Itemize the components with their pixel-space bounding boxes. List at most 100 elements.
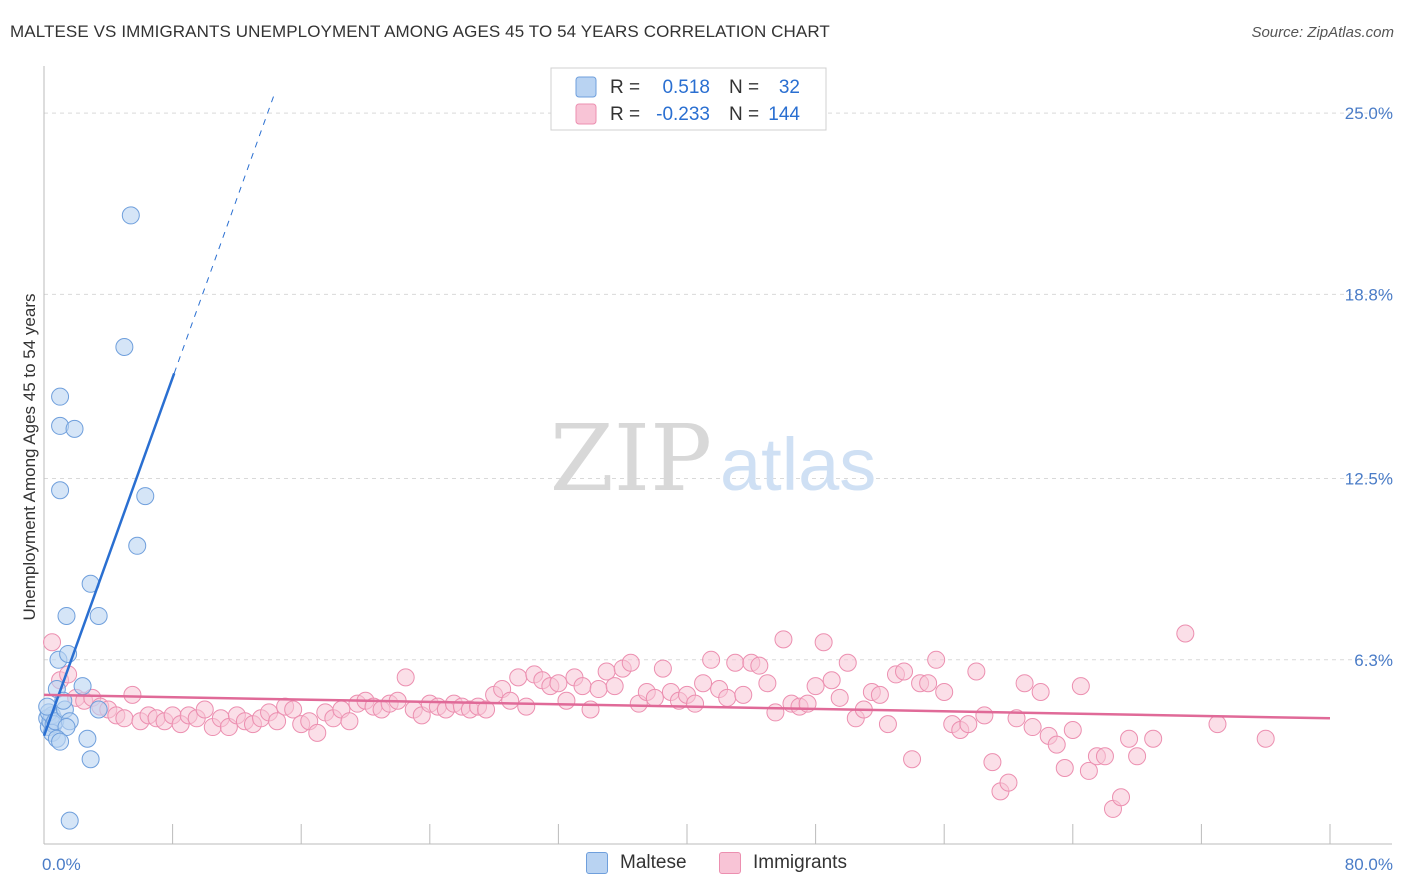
- immigrants-point: [1112, 788, 1131, 807]
- legend-n-value-immigrants: 144: [768, 104, 800, 125]
- immigrants-point: [1176, 624, 1195, 643]
- immigrants-point: [1023, 718, 1042, 737]
- chart-source: Source: ZipAtlas.com: [1251, 24, 1394, 41]
- immigrants-point: [308, 723, 327, 742]
- immigrants-point: [814, 633, 833, 652]
- legend-r-label: R =: [610, 77, 640, 98]
- maltese-point: [115, 337, 134, 356]
- immigrants-point: [686, 694, 705, 713]
- chart-title: MALTESE VS IMMIGRANTS UNEMPLOYMENT AMONG…: [10, 22, 830, 41]
- y-tick-label: 6.3%: [1354, 651, 1393, 670]
- immigrants-point: [919, 674, 938, 693]
- y-tick-label: 18.8%: [1345, 285, 1393, 304]
- maltese-point: [65, 419, 84, 438]
- x-tick-label: 0.0%: [42, 855, 81, 874]
- immigrants-point: [774, 630, 793, 649]
- maltese-point: [89, 606, 108, 625]
- stats-legend-box: [550, 67, 827, 131]
- legend-r-value-immigrants: -0.233: [656, 104, 710, 125]
- maltese-point: [73, 677, 92, 696]
- immigrants-point: [903, 750, 922, 769]
- immigrants-point: [1079, 761, 1098, 780]
- immigrants-point: [830, 688, 849, 707]
- legend-item-immigrants[interactable]: Immigrants: [719, 852, 847, 874]
- maltese-point: [51, 481, 70, 500]
- immigrants-point: [501, 691, 520, 710]
- y-tick-labels: 6.3% 12.5% 18.8% 25.0%: [1345, 104, 1393, 670]
- immigrants-point: [1063, 720, 1082, 739]
- immigrants-point: [645, 688, 664, 707]
- immigrants-point: [123, 685, 142, 704]
- immigrants-point: [935, 682, 954, 701]
- maltese-point: [136, 487, 155, 506]
- immigrants-point: [43, 633, 62, 652]
- legend-swatch-immigrants: [719, 852, 741, 874]
- immigrants-point: [549, 674, 568, 693]
- legend-label-immigrants: Immigrants: [753, 852, 847, 873]
- immigrants-point: [1031, 682, 1050, 701]
- maltese-point: [128, 536, 147, 555]
- series-legend: Maltese Immigrants: [0, 852, 1406, 880]
- stats-legend: R = 0.518 N = 32 R = -0.233 N = 144: [550, 67, 827, 131]
- maltese-point: [81, 750, 100, 769]
- immigrants-point: [702, 650, 721, 669]
- maltese-point: [121, 206, 140, 225]
- immigrants-trend-line: [43, 693, 1331, 720]
- immigrants-point: [509, 668, 528, 687]
- maltese-point: [51, 387, 70, 406]
- immigrants-point: [878, 715, 897, 734]
- immigrants-point: [959, 715, 978, 734]
- immigrants-point: [999, 773, 1018, 792]
- watermark: ZIP atlas: [550, 405, 876, 512]
- trend-lines: [42, 95, 1331, 737]
- immigrants-point: [605, 677, 624, 696]
- immigrants-point: [694, 674, 713, 693]
- immigrants-point: [621, 653, 640, 672]
- maltese-point: [89, 700, 108, 719]
- immigrants-point: [1071, 677, 1090, 696]
- immigrants-point: [1120, 729, 1139, 748]
- maltese-point: [51, 416, 70, 435]
- immigrants-point: [967, 662, 986, 681]
- immigrants-point: [268, 712, 287, 731]
- y-tick-label: 25.0%: [1345, 104, 1393, 123]
- legend-n-label: N =: [729, 104, 759, 125]
- axis-layer: [43, 66, 1392, 845]
- immigrants-point: [340, 712, 359, 731]
- x-tick-labels: 0.0% 80.0%: [42, 855, 1393, 874]
- immigrants-point: [477, 700, 496, 719]
- legend-n-value-maltese: 32: [779, 77, 800, 98]
- immigrants-point: [1095, 747, 1114, 766]
- legend-swatch-maltese: [586, 852, 608, 874]
- immigrants-point: [1128, 747, 1147, 766]
- immigrants-point: [589, 680, 608, 699]
- immigrants-point: [653, 659, 672, 678]
- immigrants-point: [975, 706, 994, 725]
- immigrants-point: [895, 662, 914, 681]
- x-tick-label: 80.0%: [1345, 855, 1393, 874]
- immigrants-point: [1208, 715, 1227, 734]
- immigrants-point: [822, 671, 841, 690]
- maltese-point: [78, 729, 97, 748]
- immigrants-point: [195, 700, 214, 719]
- immigrants-point: [758, 674, 777, 693]
- immigrants-point: [718, 688, 737, 707]
- maltese-trend-line: [42, 372, 176, 737]
- immigrants-point: [1047, 735, 1066, 754]
- immigrants-point: [734, 685, 753, 704]
- immigrants-point: [766, 703, 785, 722]
- legend-n-label: N =: [729, 77, 759, 98]
- immigrants-point: [284, 700, 303, 719]
- legend-swatch-maltese: [575, 76, 597, 98]
- maltese-point: [60, 811, 79, 830]
- legend-r-label: R =: [610, 104, 640, 125]
- immigrants-point: [557, 691, 576, 710]
- watermark-atlas: atlas: [720, 423, 876, 506]
- legend-item-maltese[interactable]: Maltese: [586, 852, 687, 874]
- immigrants-point: [1007, 709, 1026, 728]
- legend-swatch-immigrants: [575, 103, 597, 125]
- maltese-point: [51, 732, 70, 751]
- series-immigrants-points: [43, 624, 1275, 818]
- legend-r-value-maltese: 0.518: [662, 77, 710, 98]
